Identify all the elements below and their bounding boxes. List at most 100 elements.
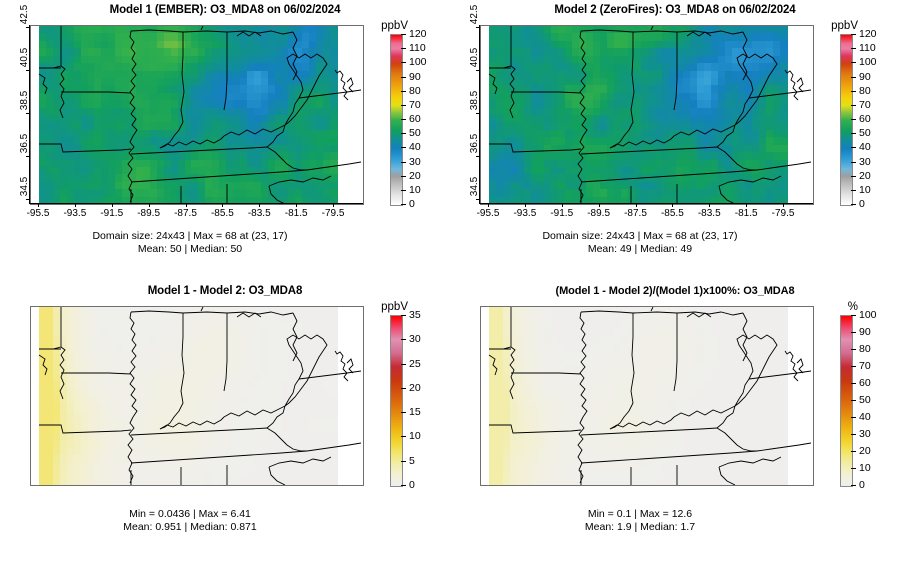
raster-cell: [523, 77, 532, 86]
raster-cell: [724, 85, 733, 94]
raster-cell: [523, 122, 532, 131]
raster-cell: [330, 33, 338, 42]
raster-cell: [295, 159, 303, 168]
raster-cell: [641, 115, 649, 124]
raster-cell: [495, 189, 504, 198]
raster-cell: [101, 166, 109, 175]
raster-cell: [233, 63, 241, 72]
raster-cell: [198, 137, 206, 146]
raster-cell: [205, 174, 213, 183]
raster-cell: [316, 166, 324, 175]
raster-cell: [281, 166, 290, 175]
raster-cell: [572, 189, 580, 198]
raster-cell: [703, 196, 712, 204]
raster-cell: [565, 137, 573, 146]
raster-cell: [66, 85, 75, 94]
raster-cell: [219, 55, 227, 64]
raster-cell: [544, 77, 552, 86]
raster-cell: [738, 144, 746, 153]
raster-cell: [177, 48, 186, 57]
raster-cell: [198, 85, 206, 94]
raster-cell: [316, 129, 324, 138]
raster-cell: [641, 166, 649, 175]
raster-cell: [766, 196, 774, 204]
raster-cell: [191, 40, 199, 49]
state-boundary-path: [335, 70, 348, 100]
raster-cell: [544, 70, 552, 79]
raster-cell: [572, 144, 580, 153]
state-boundary-path: [285, 335, 327, 406]
raster-cell: [101, 314, 109, 323]
raster-cell: [59, 307, 68, 316]
raster-cell: [676, 189, 684, 198]
raster-cell: [52, 137, 61, 146]
raster-cell: [662, 181, 670, 190]
raster-cell: [696, 55, 705, 64]
raster-cell: [177, 137, 186, 146]
raster-cell: [212, 129, 220, 138]
panel-title: Model 1 - Model 2: O3_MDA8: [147, 285, 303, 297]
state-boundary-path: [347, 78, 353, 92]
state-boundaries-overlay: [481, 307, 813, 485]
raster-cell: [592, 33, 601, 42]
raster-cell: [696, 174, 705, 183]
raster-cell: [288, 55, 296, 64]
raster-cell: [94, 137, 102, 146]
raster-cell: [703, 189, 712, 198]
raster-cell: [558, 166, 566, 175]
raster-cell: [586, 63, 594, 72]
raster-cell: [142, 152, 151, 161]
raster-cell: [627, 100, 636, 109]
raster-cell: [52, 33, 61, 42]
raster-cell: [115, 129, 123, 138]
raster-cell: [309, 55, 317, 64]
raster-cell: [205, 314, 213, 323]
y-axis-tick: [476, 156, 480, 157]
raster-cell: [66, 152, 75, 161]
raster-cell: [73, 107, 82, 116]
raster-cell: [489, 70, 497, 79]
raster-cell: [246, 63, 255, 72]
raster-cell: [759, 40, 767, 49]
raster-cell: [780, 166, 788, 175]
raster-cell: [703, 33, 712, 42]
raster-cell: [309, 189, 317, 198]
raster-cell: [94, 314, 102, 323]
raster-cell: [703, 115, 712, 124]
raster-cell: [52, 92, 61, 101]
raster-cell: [149, 40, 158, 49]
raster-cell: [495, 70, 504, 79]
raster-cell: [579, 129, 587, 138]
raster-cell: [703, 26, 712, 35]
state-boundary-path: [581, 147, 717, 154]
raster-cell: [94, 107, 102, 116]
raster-cell: [198, 129, 206, 138]
raster-cell: [295, 181, 303, 190]
raster-cell: [724, 174, 733, 183]
raster-cell: [509, 159, 518, 168]
raster-cell: [149, 48, 158, 57]
raster-cell: [676, 196, 684, 204]
raster-cell: [495, 55, 504, 64]
raster-cell: [156, 107, 165, 116]
panel-caption: Domain size: 24x43 | Max = 68 at (23, 17…: [0, 230, 380, 256]
raster-cell: [246, 122, 255, 131]
raster-cell: [191, 48, 199, 57]
raster-cell: [101, 33, 109, 42]
raster-cell: [136, 314, 144, 323]
raster-cell: [316, 92, 324, 101]
x-axis-tick: [561, 203, 563, 207]
raster-cell: [544, 137, 552, 146]
raster-cell: [523, 107, 532, 116]
raster-cell: [717, 107, 726, 116]
raster-cell: [773, 181, 781, 190]
raster-cell: [703, 174, 712, 183]
raster-cell: [239, 181, 248, 190]
raster-cell: [108, 189, 116, 198]
raster-cell: [226, 166, 234, 175]
raster-cell: [295, 33, 303, 42]
raster-cell: [39, 85, 47, 94]
raster-cell: [516, 144, 525, 153]
raster-cell: [246, 55, 255, 64]
